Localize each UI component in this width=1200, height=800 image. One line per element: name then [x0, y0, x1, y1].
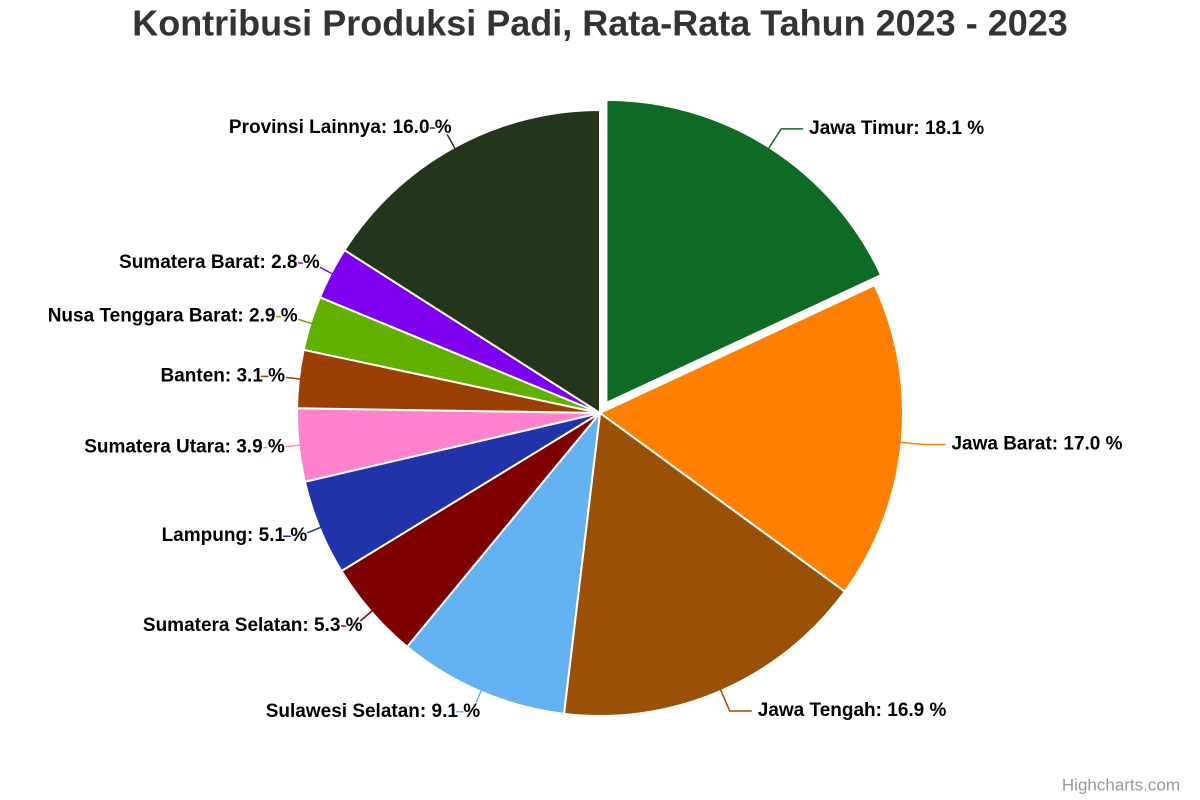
connector [255, 375, 303, 381]
credit: Highcharts.com [1062, 775, 1180, 794]
data-label: Lampung: 5.1 % [162, 525, 308, 546]
connector [718, 686, 752, 712]
data-label: Nusa Tenggara Barat: 2.9 % [48, 306, 298, 327]
data-label: Jawa Timur: 18.1 % [809, 118, 984, 139]
data-label: Provinsi Lainnya: 16.0 % [229, 117, 452, 138]
connector [277, 525, 324, 537]
data-label: Jawa Tengah: 16.9 % [758, 700, 947, 721]
connector [897, 441, 946, 446]
connector [267, 315, 315, 326]
data-label: Jawa Barat: 17.0 % [951, 434, 1122, 455]
data-label: Sumatera Barat: 2.8 % [119, 252, 320, 273]
connector [254, 444, 303, 449]
data-label: Sumatera Selatan: 5.3 % [143, 615, 363, 636]
data-label: Sumatera Utara: 3.9 % [84, 437, 285, 458]
chart-title: Kontribusi Produksi Padi, Rata-Rata Tahu… [132, 3, 1068, 44]
connector [332, 608, 375, 627]
connector [421, 127, 457, 152]
connector [450, 687, 484, 713]
connector [766, 128, 804, 152]
connector [289, 262, 336, 276]
data-label: Sulawesi Selatan: 9.1 % [266, 701, 480, 722]
data-label: Banten: 3.1 % [160, 365, 285, 386]
